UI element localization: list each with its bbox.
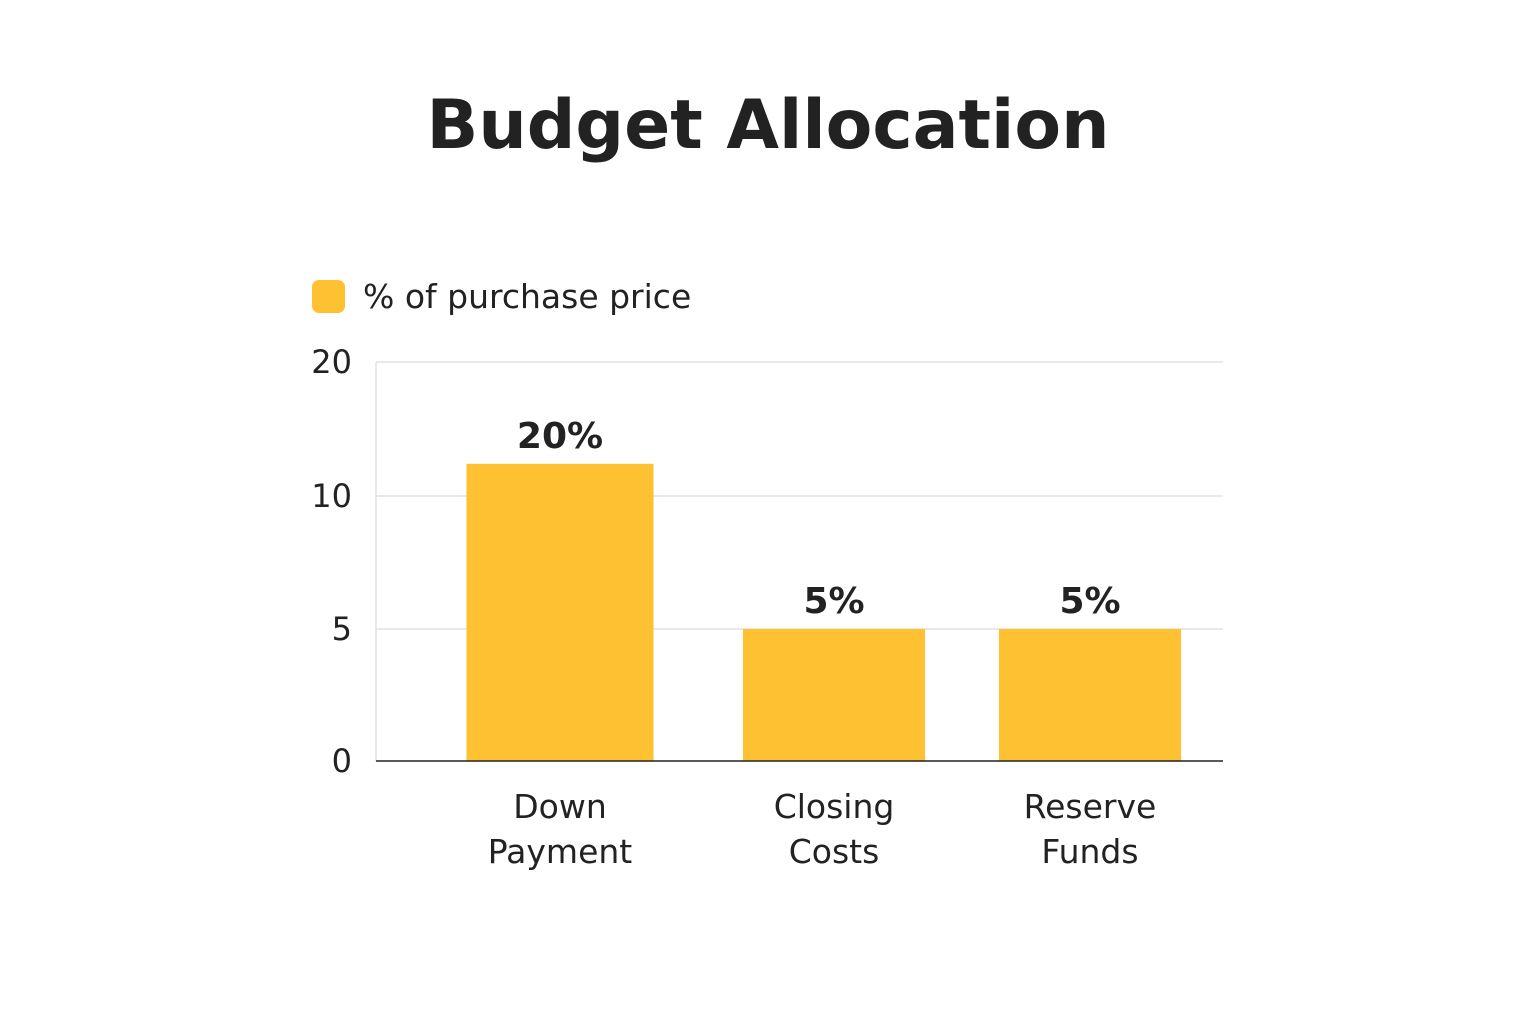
legend-swatch xyxy=(312,279,345,313)
bar-value-label: 20% xyxy=(517,416,603,457)
bars xyxy=(466,463,1181,761)
axes xyxy=(375,362,1223,762)
y-tick-label: 5 xyxy=(332,610,352,648)
y-tick-label: 20 xyxy=(311,343,352,381)
x-category-label: Reserve xyxy=(1024,787,1157,826)
bar-value-label: 5% xyxy=(803,581,864,622)
y-tick-label: 0 xyxy=(332,742,352,780)
y-tick-label: 10 xyxy=(311,477,352,515)
chart-title: Budget Allocation xyxy=(426,86,1110,165)
x-category-label: Payment xyxy=(488,832,633,871)
x-category-label: Down xyxy=(513,787,607,826)
legend-label: % of purchase price xyxy=(363,276,692,316)
x-category-label: Costs xyxy=(789,832,880,871)
legend: % of purchase price xyxy=(312,276,692,316)
x-category-label: Funds xyxy=(1041,832,1138,871)
labels: 0 5 10 20 20% 5% 5% Down Payment Closing Costs Rese… xyxy=(311,343,1156,871)
bar xyxy=(743,629,925,761)
bar-value-label: 5% xyxy=(1059,581,1120,622)
x-category-label: Closing xyxy=(774,787,895,826)
bar xyxy=(466,463,654,761)
bar xyxy=(999,629,1181,761)
